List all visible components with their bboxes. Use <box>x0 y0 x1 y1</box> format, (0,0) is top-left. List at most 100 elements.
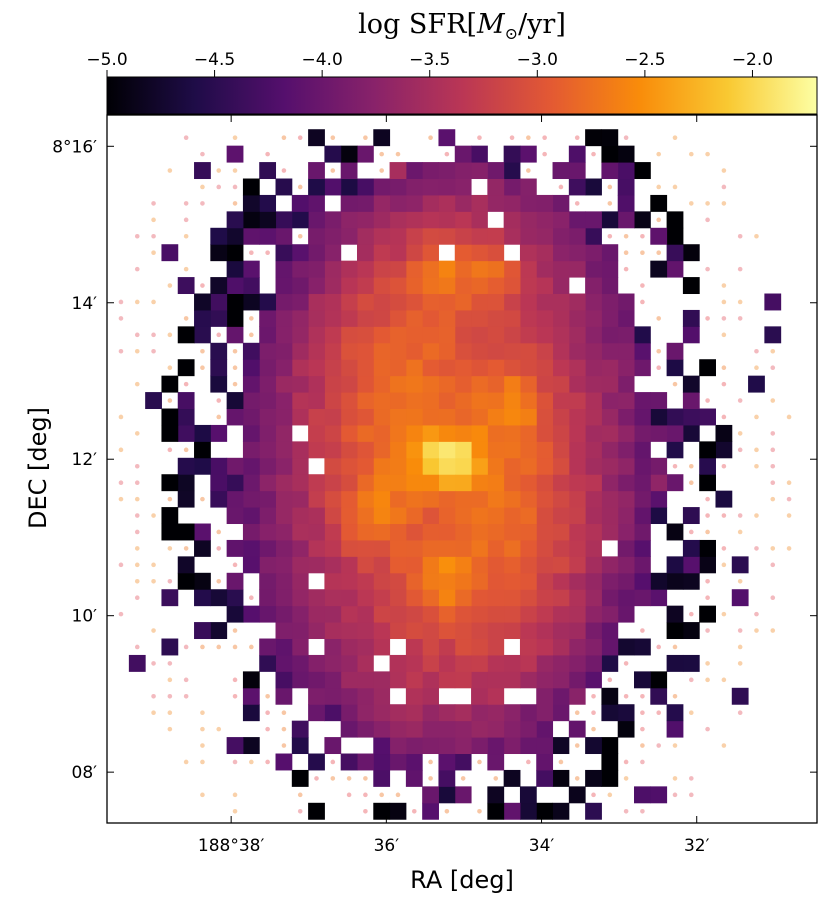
sfr-pixel <box>585 244 602 262</box>
sfr-dot <box>297 792 303 798</box>
sfr-pixel <box>259 227 277 245</box>
sfr-pixel <box>503 457 521 475</box>
sfr-pixel <box>519 145 537 163</box>
sfr-pixel <box>487 786 505 804</box>
sfr-pixel <box>568 424 586 442</box>
sfr-pixel <box>454 178 472 196</box>
sfr-dot <box>770 348 776 354</box>
sfr-dot <box>640 808 645 814</box>
sfr-dot <box>705 513 710 518</box>
sfr-dot <box>428 759 433 765</box>
sfr-pixel <box>389 457 407 475</box>
sfr-pixel <box>666 227 684 245</box>
sfr-pixel <box>568 786 586 804</box>
sfr-dot <box>151 661 156 666</box>
sfr-pixel <box>275 474 293 492</box>
sfr-pixel <box>308 605 325 623</box>
sfr-pixel <box>666 622 684 640</box>
sfr-dot <box>770 480 776 485</box>
sfr-pixel <box>291 474 309 492</box>
sfr-pixel <box>601 753 619 771</box>
sfr-pixel <box>373 441 391 459</box>
sfr-dot <box>265 710 270 715</box>
sfr-pixel <box>471 194 488 212</box>
sfr-dot <box>542 135 547 140</box>
sfr-pixel <box>356 638 374 656</box>
sfr-dot <box>265 250 270 255</box>
sfr-dot <box>574 743 580 748</box>
sfr-pixel <box>438 720 456 738</box>
sfr-dot <box>640 726 645 732</box>
sfr-pixel <box>503 359 521 377</box>
sfr-pixel <box>210 589 228 607</box>
sfr-dot <box>721 299 727 305</box>
sfr-pixel <box>389 178 407 196</box>
sfr-pixel <box>324 687 342 705</box>
sfr-pixel <box>585 507 602 525</box>
sfr-pixel <box>340 424 358 442</box>
sfr-dot <box>232 365 238 370</box>
sfr-pixel <box>568 507 586 525</box>
sfr-dot <box>151 513 156 518</box>
sfr-pixel <box>617 211 635 229</box>
sfr-pixel <box>324 326 342 344</box>
sfr-dot <box>688 611 694 617</box>
sfr-pixel <box>454 227 472 245</box>
sfr-pixel <box>617 194 635 212</box>
sfr-dot <box>363 808 368 814</box>
sfr-dot <box>607 677 613 683</box>
sfr-pixel <box>552 293 570 311</box>
sfr-pixel <box>340 162 358 180</box>
sfr-pixel <box>536 277 554 295</box>
sfr-pixel <box>438 490 456 508</box>
sfr-pixel <box>487 457 505 475</box>
sfr-pixel <box>536 605 554 623</box>
sfr-pixel <box>585 671 602 689</box>
sfr-pixel <box>617 145 635 163</box>
sfr-pixel <box>634 359 651 377</box>
sfr-pixel <box>536 392 554 410</box>
sfr-pixel <box>552 359 570 377</box>
sfr-dot <box>216 644 222 650</box>
sfr-pixel <box>324 392 342 410</box>
sfr-pixel <box>601 769 619 787</box>
sfr-pixel <box>601 457 619 475</box>
sfr-pixel <box>275 753 293 771</box>
sfr-pixel <box>552 507 570 525</box>
sfr-dot <box>721 201 727 206</box>
sfr-pixel <box>454 260 472 278</box>
sfr-dot <box>232 201 238 206</box>
sfr-pixel <box>438 638 456 656</box>
sfr-pixel <box>552 474 570 492</box>
sfr-pixel <box>601 260 619 278</box>
sfr-pixel <box>308 392 325 410</box>
sfr-dot <box>183 381 189 387</box>
sfr-dot <box>249 759 254 765</box>
sfr-pixel <box>308 359 325 377</box>
sfr-dot <box>786 414 792 420</box>
sfr-pixel <box>536 244 554 262</box>
sfr-pixel <box>226 211 244 229</box>
sfr-pixel <box>454 572 472 590</box>
sfr-pixel <box>634 441 651 459</box>
sfr-pixel <box>356 211 374 229</box>
sfr-pixel <box>422 211 439 229</box>
sfr-dot <box>134 299 140 305</box>
sfr-pixel <box>308 556 325 574</box>
sfr-dot <box>672 693 678 699</box>
sfr-pixel <box>519 720 537 738</box>
sfr-pixel <box>503 556 521 574</box>
sfr-pixel <box>389 605 407 623</box>
sfr-pixel <box>291 408 309 426</box>
sfr-pixel <box>471 539 488 557</box>
sfr-pixel <box>617 589 635 607</box>
sfr-pixel <box>356 605 374 623</box>
sfr-pixel <box>682 408 700 426</box>
sfr-pixel <box>438 392 456 410</box>
sfr-dot <box>265 759 270 765</box>
sfr-pixel <box>552 457 570 475</box>
sfr-dot <box>770 496 776 502</box>
sfr-dot <box>134 513 140 518</box>
sfr-pixel <box>617 342 635 360</box>
sfr-dot <box>183 677 189 683</box>
